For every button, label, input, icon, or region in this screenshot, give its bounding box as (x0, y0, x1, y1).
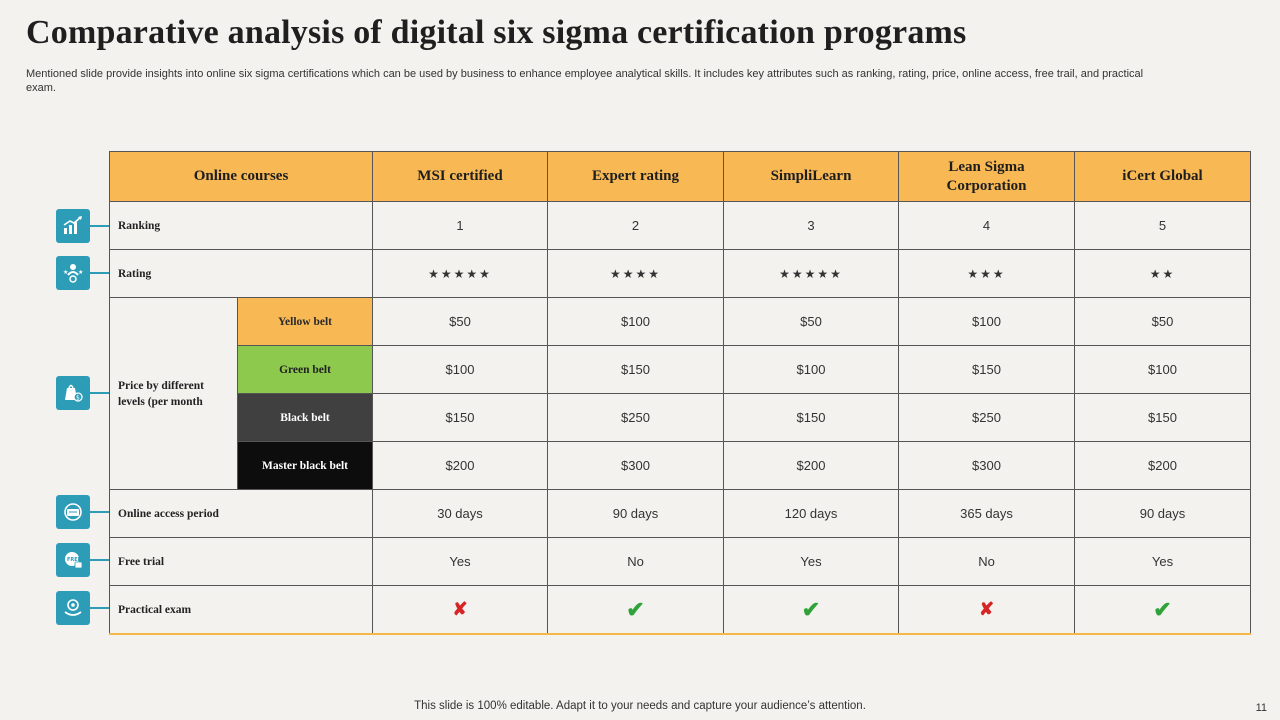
table-row-rating: Rating ★★★★★ ★★★★ ★★★★★ ★★★ ★★ (109, 249, 1251, 298)
online-access-icon (56, 495, 90, 529)
svg-text:★: ★ (63, 269, 68, 276)
rating-stars: ★★★★★ (723, 249, 899, 298)
svg-text:$: $ (76, 395, 80, 402)
ranking-cell: 1 (372, 201, 548, 250)
footer-note: This slide is 100% editable. Adapt it to… (414, 700, 866, 712)
table-row-ranking: Ranking 1 2 3 4 5 (109, 201, 1251, 250)
belt-black: Black belt (237, 393, 373, 442)
table-row-price-master: Master black belt $200 $300 $200 $300 $2… (110, 441, 1251, 490)
belt-green: Green belt (237, 345, 373, 394)
price-cell: $100 (898, 297, 1075, 346)
access-cell: 365 days (898, 489, 1075, 538)
rating-people-icon: ★ ★ (56, 256, 90, 290)
access-cell: 90 days (547, 489, 724, 538)
table-row-trial: Free trial Yes No Yes No Yes (109, 537, 1251, 586)
price-cell: $200 (1074, 441, 1251, 490)
trial-cell: Yes (372, 537, 548, 586)
row-label-access: Online access period (109, 489, 373, 538)
header-msi-certified: MSI certified (372, 151, 548, 202)
price-cell: $150 (898, 345, 1075, 394)
price-tag-icon: $ (56, 376, 90, 410)
svg-text:★: ★ (78, 269, 83, 276)
table-header-row: Online courses MSI certified Expert rati… (109, 151, 1251, 202)
row-label-ranking: Ranking (109, 201, 373, 250)
practical-exam-icon (56, 591, 90, 625)
price-label-text: Price by different levels (per month (118, 379, 205, 408)
ranking-cell: 4 (898, 201, 1075, 250)
access-cell: 120 days (723, 489, 899, 538)
belt-yellow: Yellow belt (237, 297, 373, 346)
connector-line (90, 225, 110, 227)
row-label-exam: Practical exam (109, 585, 373, 635)
cross-icon: ✘ (372, 585, 548, 635)
comparison-table: Online courses MSI certified Expert rati… (109, 151, 1251, 635)
page-number: 11 (1255, 702, 1267, 714)
table-row-exam: Practical exam ✘ ✔ ✔ ✘ ✔ (109, 585, 1251, 635)
price-cell: $50 (723, 297, 899, 346)
row-label-rating: Rating (109, 249, 373, 298)
table-row-price-green: Green belt $100 $150 $100 $150 $100 (110, 345, 1251, 394)
header-online-courses: Online courses (109, 151, 373, 202)
check-icon: ✔ (723, 585, 899, 635)
price-cell: $100 (1074, 345, 1251, 394)
check-icon: ✔ (547, 585, 724, 635)
trial-cell: No (547, 537, 724, 586)
price-cell: $100 (723, 345, 899, 394)
price-cell: $150 (1074, 393, 1251, 442)
ranking-cell: 5 (1074, 201, 1251, 250)
price-cell: $50 (1074, 297, 1251, 346)
price-cell: $300 (547, 441, 724, 490)
svg-text:FREE: FREE (67, 557, 82, 563)
price-cell: $250 (898, 393, 1075, 442)
connector-line (90, 272, 110, 274)
free-trial-icon: FREE (56, 543, 90, 577)
rating-stars: ★★★★ (547, 249, 724, 298)
row-label-price: Price by different levels (per month (109, 297, 238, 490)
belt-master-black: Master black belt (237, 441, 373, 490)
rating-stars: ★★★ (898, 249, 1075, 298)
price-cell: $50 (372, 297, 548, 346)
price-cell: $300 (898, 441, 1075, 490)
trial-cell: Yes (1074, 537, 1251, 586)
connector-line (90, 607, 110, 609)
row-label-trial: Free trial (109, 537, 373, 586)
connector-line (90, 392, 110, 394)
price-cell: $100 (547, 297, 724, 346)
table-row-access: Online access period 30 days 90 days 120… (109, 489, 1251, 538)
trial-cell: Yes (723, 537, 899, 586)
table-row-price-yellow: Price by different levels (per month Yel… (109, 297, 1251, 490)
ranking-cell: 3 (723, 201, 899, 250)
connector-line (90, 559, 110, 561)
price-cell: $200 (723, 441, 899, 490)
access-cell: 90 days (1074, 489, 1251, 538)
price-cell: $150 (723, 393, 899, 442)
price-cell: $150 (372, 393, 548, 442)
header-icert-global: iCert Global (1074, 151, 1251, 202)
price-cell: $250 (547, 393, 724, 442)
price-cell: $100 (372, 345, 548, 394)
cross-icon: ✘ (898, 585, 1075, 635)
trial-cell: No (898, 537, 1075, 586)
price-cell: $150 (547, 345, 724, 394)
header-lean-sigma: Lean Sigma Corporation (898, 151, 1075, 202)
table-row-price-black: Black belt $150 $250 $150 $250 $150 (110, 393, 1251, 442)
rating-stars: ★★ (1074, 249, 1251, 298)
connector-line (90, 511, 110, 513)
header-simplilearn: SimpliLearn (723, 151, 899, 202)
header-expert-rating: Expert rating (547, 151, 724, 202)
access-cell: 30 days (372, 489, 548, 538)
growth-chart-icon (56, 209, 90, 243)
check-icon: ✔ (1074, 585, 1251, 635)
price-cell: $200 (372, 441, 548, 490)
ranking-cell: 2 (547, 201, 724, 250)
slide-subtitle: Mentioned slide provide insights into on… (26, 68, 1144, 94)
slide-title: Comparative analysis of digital six sigm… (26, 14, 967, 51)
rating-stars: ★★★★★ (372, 249, 548, 298)
